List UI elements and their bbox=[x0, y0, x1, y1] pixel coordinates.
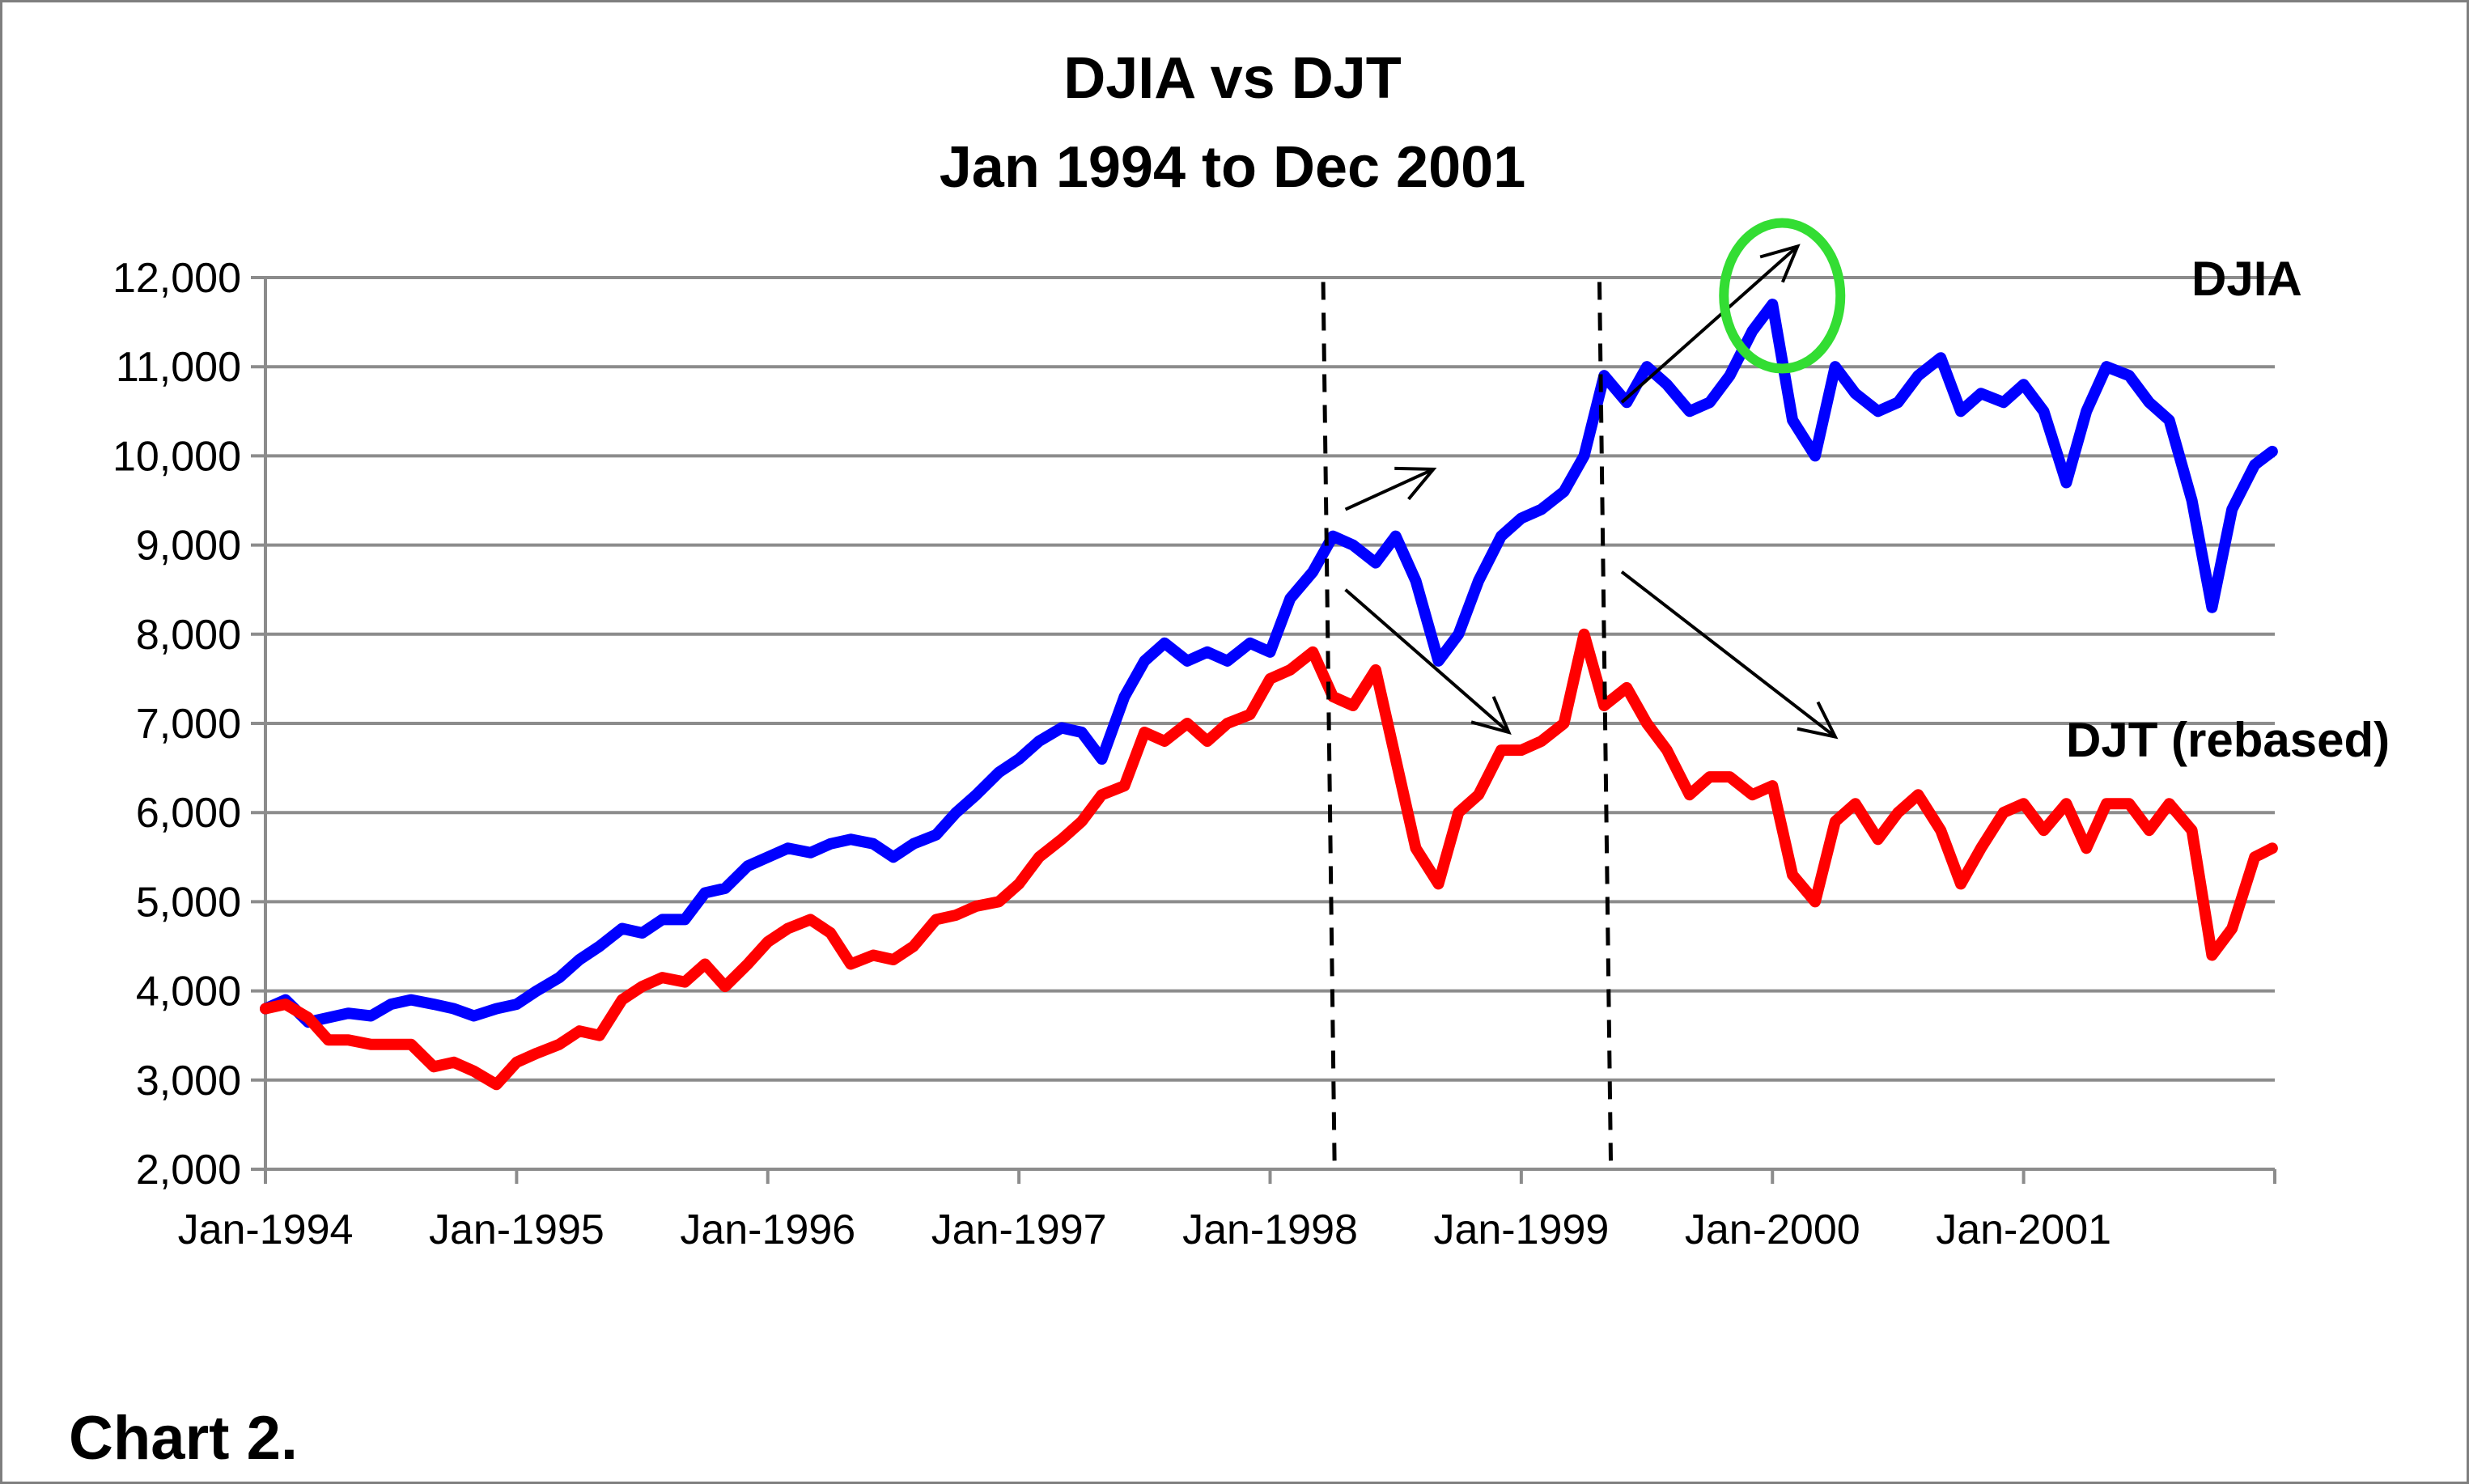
arrow-head bbox=[1394, 466, 1437, 501]
arrow-head bbox=[1759, 244, 1801, 283]
dashed-marker-line bbox=[1597, 282, 1614, 1162]
y-tick-label: 12,000 bbox=[112, 255, 241, 302]
x-tick-label: Jan-1994 bbox=[178, 1206, 354, 1253]
x-tick-label: Jan-1995 bbox=[429, 1206, 605, 1253]
y-tick-label: 5,000 bbox=[136, 879, 241, 926]
x-tick-label: Jan-2001 bbox=[1936, 1206, 2111, 1253]
x-tick-label: Jan-1997 bbox=[931, 1206, 1107, 1253]
annotations bbox=[1321, 218, 1846, 1162]
y-tick-label: 9,000 bbox=[136, 523, 241, 570]
y-tick-label: 8,000 bbox=[136, 612, 241, 659]
x-tick-label: Jan-1998 bbox=[1182, 1206, 1358, 1253]
dashed-marker-line bbox=[1321, 282, 1337, 1162]
chart-subtitle: Jan 1994 to Dec 2001 bbox=[940, 135, 1525, 200]
x-axis-ticks: Jan-1994 Jan-1995 Jan-1996 Jan-1997 Jan-1998… bbox=[178, 1169, 2276, 1253]
arrow-line bbox=[1620, 244, 1799, 404]
series-line-djia bbox=[260, 299, 2278, 1028]
y-tick-label: 10,000 bbox=[112, 433, 241, 480]
x-tick-label: Jan-2000 bbox=[1685, 1206, 1860, 1253]
y-axis-ticks: 2,000 3,000 4,000 5,000 6,000 7,000 8,000 9,000… bbox=[112, 255, 265, 1194]
y-tick-label: 6,000 bbox=[136, 790, 241, 837]
arrow-line bbox=[1620, 570, 1837, 739]
series-line-djt bbox=[260, 628, 2278, 1091]
arrow-head bbox=[1797, 701, 1839, 740]
highlight-circle bbox=[1719, 218, 1846, 374]
series-label-djia: DJIA bbox=[2191, 252, 2302, 306]
x-tick-label: Jan-1996 bbox=[680, 1206, 855, 1253]
y-tick-label: 2,000 bbox=[136, 1147, 241, 1194]
chart-title: DJIA vs DJT bbox=[1063, 46, 1402, 111]
series-label-djt: DJT (rebased) bbox=[2066, 713, 2390, 767]
y-tick-label: 4,000 bbox=[136, 969, 241, 1015]
chart-caption: Chart 2. bbox=[69, 1404, 298, 1473]
series-lines bbox=[260, 299, 2278, 1091]
x-tick-label: Jan-1999 bbox=[1433, 1206, 1609, 1253]
arrow-line bbox=[1344, 468, 1435, 511]
gridlines bbox=[264, 276, 2275, 1171]
y-tick-label: 7,000 bbox=[136, 701, 241, 748]
arrow-head bbox=[1470, 696, 1512, 736]
arrow-line bbox=[1344, 588, 1510, 734]
y-tick-label: 3,000 bbox=[136, 1058, 241, 1105]
y-tick-label: 11,000 bbox=[116, 344, 241, 391]
